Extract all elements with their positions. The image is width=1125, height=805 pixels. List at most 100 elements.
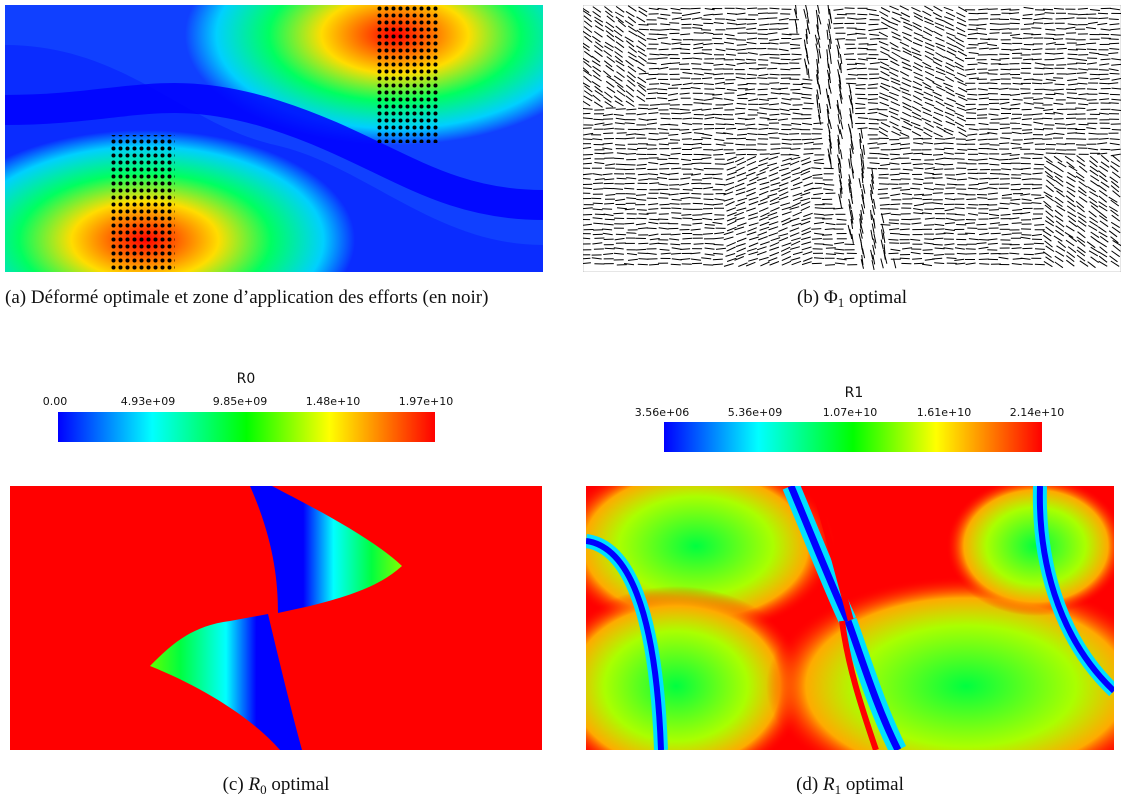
orientation-stroke — [806, 54, 810, 65]
orientation-stroke — [1098, 190, 1108, 197]
orientation-stroke — [977, 197, 988, 199]
orientation-stroke — [715, 123, 726, 125]
orientation-stroke — [759, 53, 770, 56]
orientation-stroke — [812, 128, 823, 130]
orientation-stroke — [891, 187, 902, 190]
orientation-stroke — [1077, 246, 1086, 254]
orientation-stroke — [1097, 142, 1108, 145]
orientation-stroke — [681, 13, 692, 17]
orientation-stroke — [1086, 27, 1097, 30]
orientation-stroke — [850, 218, 854, 229]
orientation-stroke — [1108, 68, 1119, 72]
orientation-stroke — [932, 57, 943, 63]
orientation-stroke — [829, 33, 832, 44]
orientation-stroke — [1099, 165, 1109, 172]
orientation-stroke — [748, 216, 759, 220]
orientation-stroke — [636, 89, 646, 97]
orientation-stroke — [701, 157, 712, 160]
orientation-stroke — [668, 98, 678, 102]
orientation-stroke — [583, 237, 591, 240]
orientation-stroke — [902, 50, 913, 56]
orientation-stroke — [978, 47, 989, 50]
orientation-stroke — [1067, 200, 1076, 208]
orientation-stroke — [923, 17, 934, 23]
orientation-stroke — [592, 65, 602, 73]
orientation-stroke — [913, 37, 924, 43]
orientation-stroke — [954, 56, 965, 62]
orientation-stroke — [758, 123, 769, 126]
orientation-stroke — [913, 152, 924, 155]
orientation-stroke — [828, 83, 832, 94]
orientation-stroke — [934, 22, 945, 27]
orientation-stroke — [1045, 185, 1054, 193]
orientation-stroke — [734, 58, 745, 61]
orientation-stroke — [870, 229, 874, 240]
orientation-stroke — [780, 68, 791, 71]
orientation-stroke — [911, 106, 922, 112]
orientation-stroke — [1020, 92, 1031, 95]
orientation-stroke — [781, 138, 792, 141]
orientation-stroke — [638, 242, 649, 245]
orientation-stroke — [987, 73, 998, 75]
orientation-stroke — [1054, 57, 1065, 60]
caption-b-label: (b) — [796, 287, 820, 308]
orientation-stroke — [912, 55, 923, 62]
orientation-stroke — [1031, 233, 1042, 237]
orientation-stroke — [1053, 111, 1064, 115]
orientation-stroke — [945, 137, 956, 140]
orientation-stroke — [628, 55, 638, 62]
orientation-stroke — [968, 183, 979, 186]
orientation-stroke — [1086, 42, 1097, 45]
orientation-stroke — [648, 67, 659, 70]
orientation-stroke — [923, 163, 934, 165]
orientation-stroke — [715, 183, 726, 186]
orientation-stroke — [715, 132, 726, 135]
orientation-stroke — [1064, 231, 1074, 239]
orientation-stroke — [627, 258, 638, 261]
orientation-stroke — [814, 232, 825, 235]
orientation-stroke — [955, 41, 965, 48]
orientation-stroke — [1089, 220, 1099, 227]
orientation-stroke — [826, 58, 829, 69]
orientation-stroke — [922, 81, 932, 88]
orientation-stroke — [628, 46, 638, 53]
orientation-stroke — [760, 241, 770, 246]
orientation-stroke — [1022, 263, 1033, 265]
orientation-stroke — [789, 206, 800, 210]
orientation-stroke — [859, 139, 862, 150]
caption-a-label: (a) — [5, 287, 27, 308]
orientation-stroke — [1065, 225, 1075, 232]
orientation-stroke — [1110, 221, 1120, 229]
orientation-stroke — [1043, 22, 1054, 25]
orientation-stroke — [735, 137, 747, 140]
orientation-stroke — [955, 172, 966, 176]
orientation-stroke — [913, 212, 924, 215]
orientation-stroke — [756, 246, 767, 251]
orientation-stroke — [851, 168, 854, 179]
orientation-stroke — [849, 89, 853, 100]
orientation-stroke — [1090, 256, 1099, 264]
orientation-stroke — [888, 71, 899, 77]
orientation-stroke — [968, 238, 979, 241]
orientation-stroke — [657, 97, 668, 100]
orientation-stroke — [1043, 260, 1053, 268]
caption-c: (c) R0 optimal — [10, 772, 542, 802]
orientation-stroke — [625, 153, 636, 155]
orientation-stroke — [767, 17, 778, 19]
orientation-stroke — [712, 258, 723, 261]
orientation-stroke — [1045, 33, 1056, 36]
orientation-stroke — [860, 209, 863, 220]
orientation-stroke — [692, 128, 703, 131]
orientation-stroke — [1098, 201, 1108, 208]
orientation-stroke — [734, 157, 745, 163]
colorbar-c-tick: 0.00 — [42, 395, 68, 408]
orientation-stroke — [967, 148, 978, 151]
orientation-stroke — [1108, 52, 1119, 55]
orientation-stroke — [584, 35, 593, 43]
orientation-stroke — [956, 16, 967, 23]
orientation-stroke — [616, 64, 625, 72]
orientation-stroke — [839, 188, 842, 199]
orientation-stroke — [889, 228, 900, 231]
orientation-stroke — [1110, 28, 1121, 31]
orientation-stroke — [594, 162, 605, 165]
